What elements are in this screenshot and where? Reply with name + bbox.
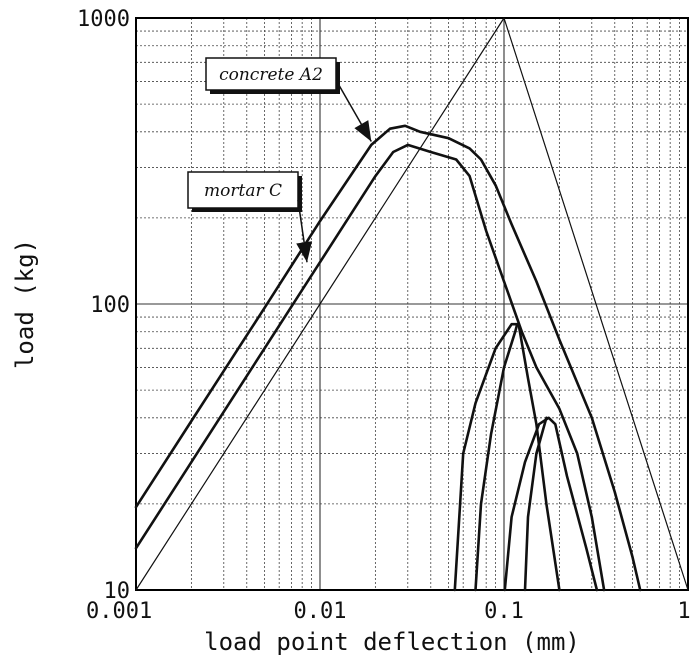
callout-box bbox=[187, 171, 299, 209]
y-tick-label: 100 bbox=[90, 293, 130, 318]
x-tick-label: 0.1 bbox=[484, 599, 524, 624]
series-layer bbox=[134, 17, 689, 592]
y-axis-title: load (kg) bbox=[11, 239, 39, 369]
callout-label: mortar C bbox=[204, 181, 282, 201]
series-line-5 bbox=[474, 322, 519, 592]
tick-labels: 0.001 0.01 0.1 1 10 100 1000 bbox=[77, 7, 691, 624]
callout-label: concrete A2 bbox=[219, 65, 323, 85]
series-line-3 bbox=[453, 322, 561, 592]
x-tick-label: 0.01 bbox=[294, 599, 347, 624]
callout-arrowhead bbox=[354, 120, 372, 142]
series-line-6 bbox=[523, 416, 548, 592]
y-tick-label: 1000 bbox=[77, 7, 130, 32]
x-tick-label: 1 bbox=[677, 599, 690, 624]
annotations: concrete A2 mortar C bbox=[187, 57, 372, 263]
callout-box bbox=[205, 57, 337, 91]
series-line-2 bbox=[134, 143, 606, 592]
plot-area-frame bbox=[135, 17, 689, 591]
series-line-7 bbox=[135, 17, 689, 591]
y-tick-label: 10 bbox=[104, 579, 131, 604]
callout-arrowhead bbox=[296, 241, 313, 263]
x-axis-title: load point deflection (mm) bbox=[204, 628, 580, 656]
x-tick-label: 0.001 bbox=[86, 599, 152, 624]
series-line-4 bbox=[503, 416, 599, 592]
series-line-1 bbox=[134, 124, 642, 592]
